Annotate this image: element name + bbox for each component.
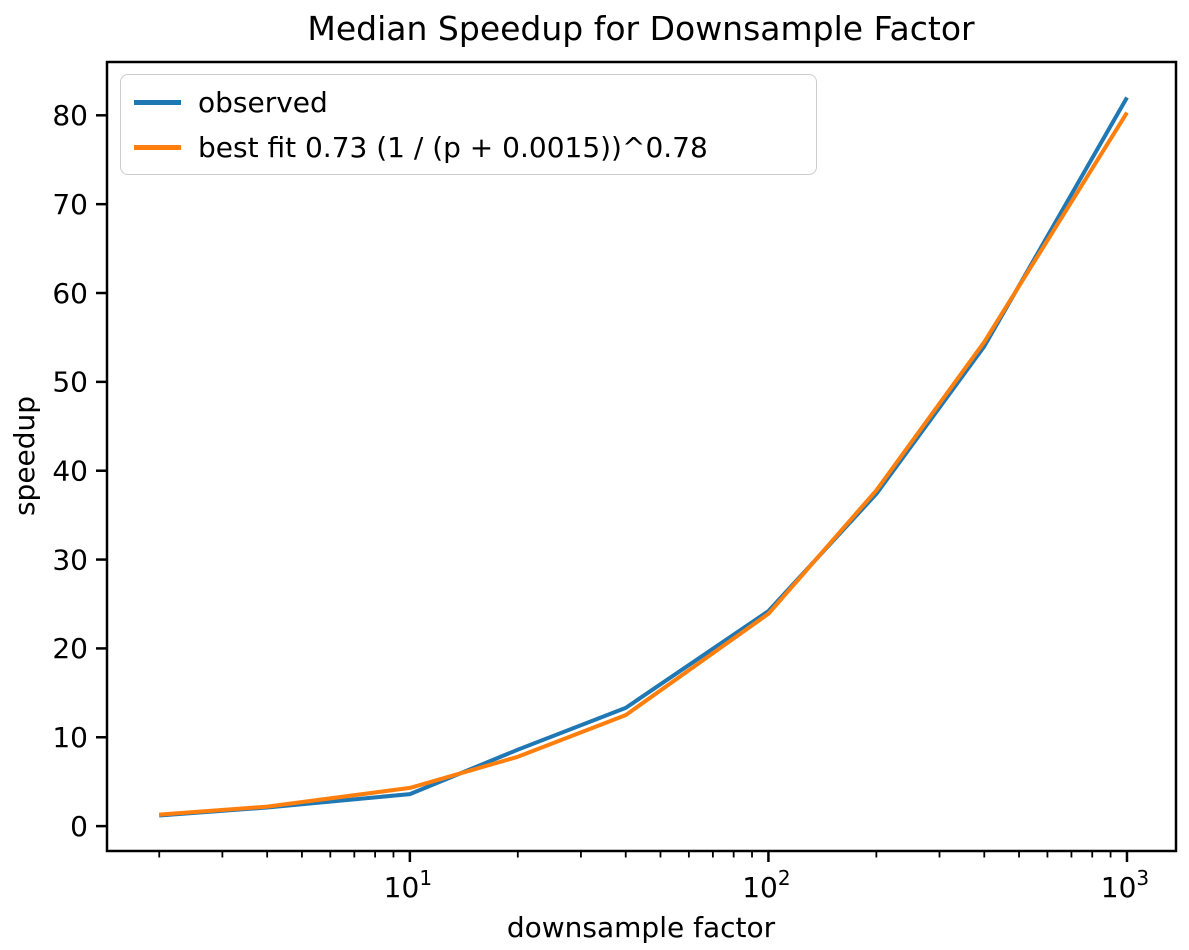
x-tick-label: 102 — [742, 866, 790, 904]
x-tick-label: 103 — [1101, 866, 1149, 904]
y-tick-label: 10 — [52, 721, 88, 754]
y-tick-label: 60 — [52, 277, 88, 310]
x-tick-label: 101 — [384, 866, 432, 904]
y-tick-label: 20 — [52, 632, 88, 665]
y-tick-label: 30 — [52, 543, 88, 576]
legend-label-observed: observed — [198, 85, 328, 119]
y-tick-label: 40 — [52, 455, 88, 488]
x-axis-label: downsample factor — [507, 911, 776, 944]
axes: 0 10 20 30 40 50 60 70 80 101 102 103 — [52, 60, 1178, 904]
legend-entry-best-fit: best fit 0.73 (1 / (p + 0.0015))^0.78 — [121, 125, 816, 170]
y-tick-label: 70 — [52, 188, 88, 221]
legend-line-observed-icon — [134, 100, 181, 105]
y-tick-label: 80 — [52, 99, 88, 132]
legend-entry-observed: observed — [121, 80, 816, 125]
y-tick-label: 50 — [52, 366, 88, 399]
chart-title: Median Speedup for Downsample Factor — [307, 9, 975, 48]
y-axis-label: speedup — [8, 396, 41, 516]
series-line-best-fit — [159, 111, 1129, 817]
plot-border — [105, 60, 1178, 853]
legend-label-best-fit: best fit 0.73 (1 / (p + 0.0015))^0.78 — [198, 130, 708, 164]
y-tick-label: 0 — [70, 810, 88, 843]
series-line-observed — [159, 96, 1129, 818]
legend-line-best-fit-icon — [134, 145, 181, 150]
data-series — [159, 96, 1129, 818]
legend: observed best fit 0.73 (1 / (p + 0.0015)… — [120, 74, 817, 175]
